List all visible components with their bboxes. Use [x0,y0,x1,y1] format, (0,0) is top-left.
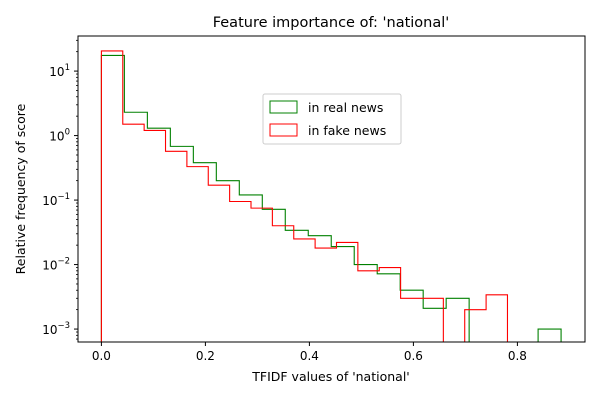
histogram-series-real [100,54,562,342]
y-tick-label: 101 [49,63,70,79]
x-axis-label: TFIDF values of 'national' [251,369,409,384]
y-tick-label: 10−2 [42,257,70,273]
legend-swatch-real [269,100,298,114]
x-tick-label: 0.8 [508,349,527,363]
legend-swatch-fake [269,123,298,137]
x-tick-label: 0.2 [196,349,215,363]
legend-label-real: in real news [308,100,383,115]
legend: in real news in fake news [262,93,402,145]
y-tick-label: 100 [49,128,70,144]
x-tick-label: 0.0 [92,349,111,363]
y-axis-label: Relative frequency of score [13,103,28,274]
y-axis: 10−3 10−2 10−1 100 101 [42,39,78,340]
chart-title: Feature importance of: 'national' [213,15,450,31]
x-axis: 0.0 0.2 0.4 0.6 0.8 [92,342,527,363]
legend-label-fake: in fake news [308,123,386,138]
x-tick-label: 0.6 [404,349,423,363]
x-tick-label: 0.4 [300,349,319,363]
plot-frame [77,35,586,343]
histogram-series-fake [100,50,509,342]
y-tick-label: 10−3 [42,321,70,337]
y-tick-label: 10−1 [42,192,70,208]
histogram-series [100,50,562,342]
